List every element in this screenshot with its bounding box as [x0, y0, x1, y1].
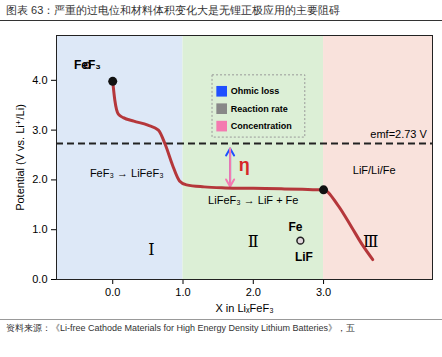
- svg-text:0.0: 0.0: [32, 273, 47, 285]
- html-text:图表 63：严重的过电位和材料体积变化大是无锂正极应用的主要: 图表 63：严重的过电位和材料体积变化大是无锂正极应用的主要阻碍: [6, 4, 341, 16]
- svg-text:3.0: 3.0: [32, 124, 47, 136]
- svg-text:LiFeF₃ → LiF + Fe: LiFeF₃ → LiF + Fe: [208, 194, 298, 206]
- svg-text:FeF₃: FeF₃: [74, 58, 101, 72]
- svg-text:3.0: 3.0: [316, 286, 331, 298]
- svg-text:2.0: 2.0: [32, 173, 47, 185]
- svg-text:4.0: 4.0: [32, 74, 47, 86]
- svg-text:Potential (V vs. Li⁺/Li): Potential (V vs. Li⁺/Li): [14, 104, 26, 211]
- svg-text:Ⅰ: Ⅰ: [148, 241, 154, 258]
- svg-text:0.0: 0.0: [105, 286, 120, 298]
- svg-text:Ⅲ: Ⅲ: [362, 233, 379, 251]
- svg-text:2.0: 2.0: [246, 286, 261, 298]
- html-text:资料来源：《Li-free Cathode Material: 资料来源：《Li-free Cathode Materials for High…: [6, 323, 356, 333]
- svg-text:Ⅱ: Ⅱ: [248, 233, 259, 250]
- svg-text:Concentration: Concentration: [231, 121, 292, 131]
- svg-text:X in LiₓFeF₃: X in LiₓFeF₃: [215, 302, 273, 314]
- svg-text:Reaction rate: Reaction rate: [231, 104, 288, 114]
- svg-text:emf=2.73 V: emf=2.73 V: [370, 128, 427, 140]
- svg-text:Fe: Fe: [288, 220, 302, 234]
- svg-text:LiF: LiF: [295, 250, 313, 264]
- svg-text:LiF/Li/Fe: LiF/Li/Fe: [353, 164, 396, 176]
- svg-text:η: η: [239, 155, 250, 175]
- svg-text:1.0: 1.0: [175, 286, 190, 298]
- svg-text:FeF₃ → LiFeF₃: FeF₃ → LiFeF₃: [90, 167, 164, 179]
- svg-text:1.0: 1.0: [32, 223, 47, 235]
- svg-text:Ohmic loss: Ohmic loss: [231, 86, 280, 96]
